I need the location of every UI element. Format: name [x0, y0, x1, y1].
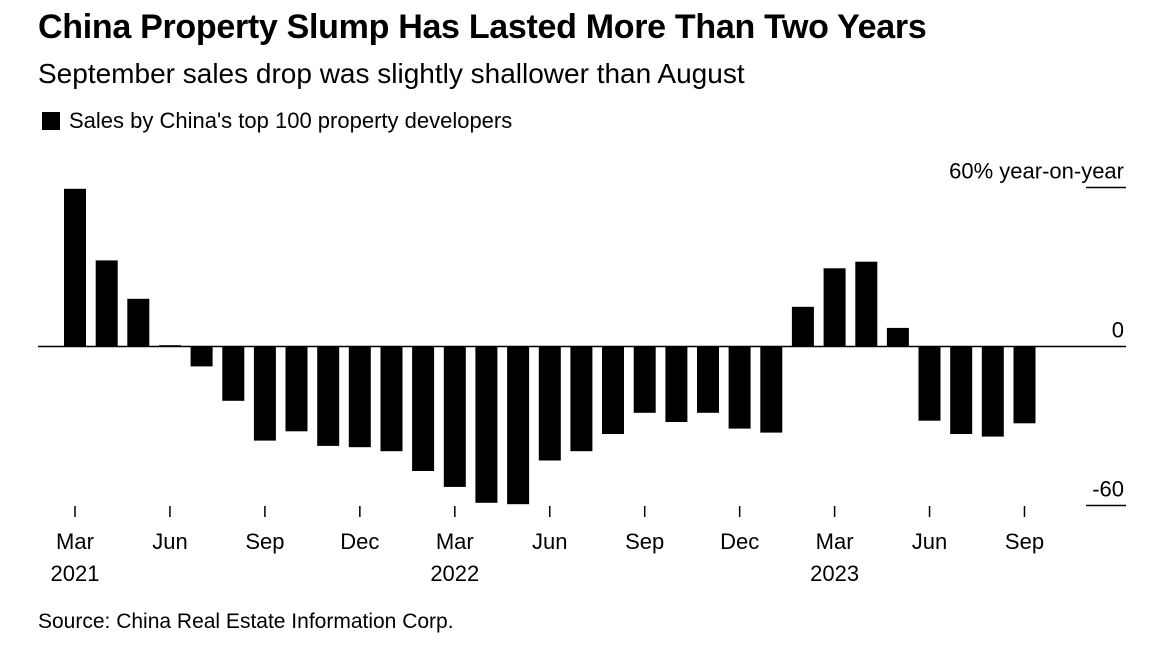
chart-title: China Property Slump Has Lasted More Tha… — [38, 8, 927, 46]
bar-aug-2023 — [981, 346, 1004, 437]
x-tick-label: Mar — [816, 529, 854, 554]
bar-feb-2022 — [412, 346, 435, 471]
bar-oct-2021 — [285, 346, 308, 432]
x-tick-label: Sep — [625, 529, 664, 554]
bars-group — [64, 188, 1036, 505]
bar-aug-2022 — [602, 346, 624, 434]
source-note: Source: China Real Estate Information Co… — [38, 610, 454, 633]
bar-dec-2021 — [348, 346, 371, 448]
bar-jul-2022 — [570, 346, 593, 452]
chart-subtitle: September sales drop was slightly shallo… — [38, 58, 745, 89]
x-tick-label: Jun — [912, 529, 947, 554]
y-tick-label: -60 — [1092, 477, 1124, 502]
bar-may-2022 — [507, 346, 530, 505]
bar-apr-2021 — [95, 260, 118, 347]
y-tick-label: 60% year-on-year — [949, 159, 1124, 184]
bar-jun-2022 — [538, 346, 561, 461]
bar-apr-2022 — [475, 346, 498, 503]
y-tick-label: 0 — [1112, 318, 1124, 343]
x-tick-label: Dec — [340, 529, 379, 554]
bar-sep-2023 — [1013, 346, 1036, 424]
bar-mar-2023 — [823, 268, 846, 347]
bar-feb-2023 — [791, 306, 814, 347]
bar-jul-2021 — [190, 346, 213, 367]
legend-swatch — [42, 112, 60, 130]
bar-jan-2023 — [760, 346, 783, 433]
bar-nov-2021 — [317, 346, 340, 446]
x-tick-label: Sep — [245, 529, 284, 554]
x-tick-year: 2023 — [810, 561, 859, 586]
bar-mar-2021 — [64, 188, 86, 347]
bar-may-2023 — [886, 327, 909, 347]
bar-apr-2023 — [855, 261, 878, 347]
bar-chart: 60% year-on-year 0 -60 Mar 2021 Jun Sep Dec Mar 2… — [38, 159, 1126, 586]
bar-mar-2022 — [443, 346, 466, 487]
legend-label: Sales by China's top 100 property develo… — [69, 108, 513, 133]
axis-group: 60% year-on-year 0 -60 Mar 2021 Jun Sep Dec Mar 2… — [38, 159, 1126, 586]
legend: Sales by China's top 100 property develo… — [42, 108, 512, 134]
bar-sep-2021 — [253, 346, 276, 441]
bar-jan-2022 — [380, 346, 403, 452]
x-tick-label: Dec — [720, 529, 759, 554]
x-tick-year: 2022 — [430, 561, 479, 586]
x-tick-label: Mar — [56, 529, 94, 554]
bar-jun-2023 — [918, 346, 941, 421]
x-tick-label: Jun — [532, 529, 567, 554]
bar-may-2021 — [127, 298, 150, 347]
bar-jul-2023 — [950, 346, 973, 434]
bar-oct-2022 — [665, 346, 688, 422]
x-tick-label: Mar — [436, 529, 474, 554]
bar-nov-2022 — [697, 346, 719, 413]
x-tick-label: Sep — [1005, 529, 1044, 554]
x-tick-label: Jun — [152, 529, 187, 554]
x-tick-year: 2021 — [51, 561, 100, 586]
bar-aug-2021 — [222, 346, 245, 401]
bar-sep-2022 — [633, 346, 656, 413]
bar-dec-2022 — [728, 346, 751, 429]
